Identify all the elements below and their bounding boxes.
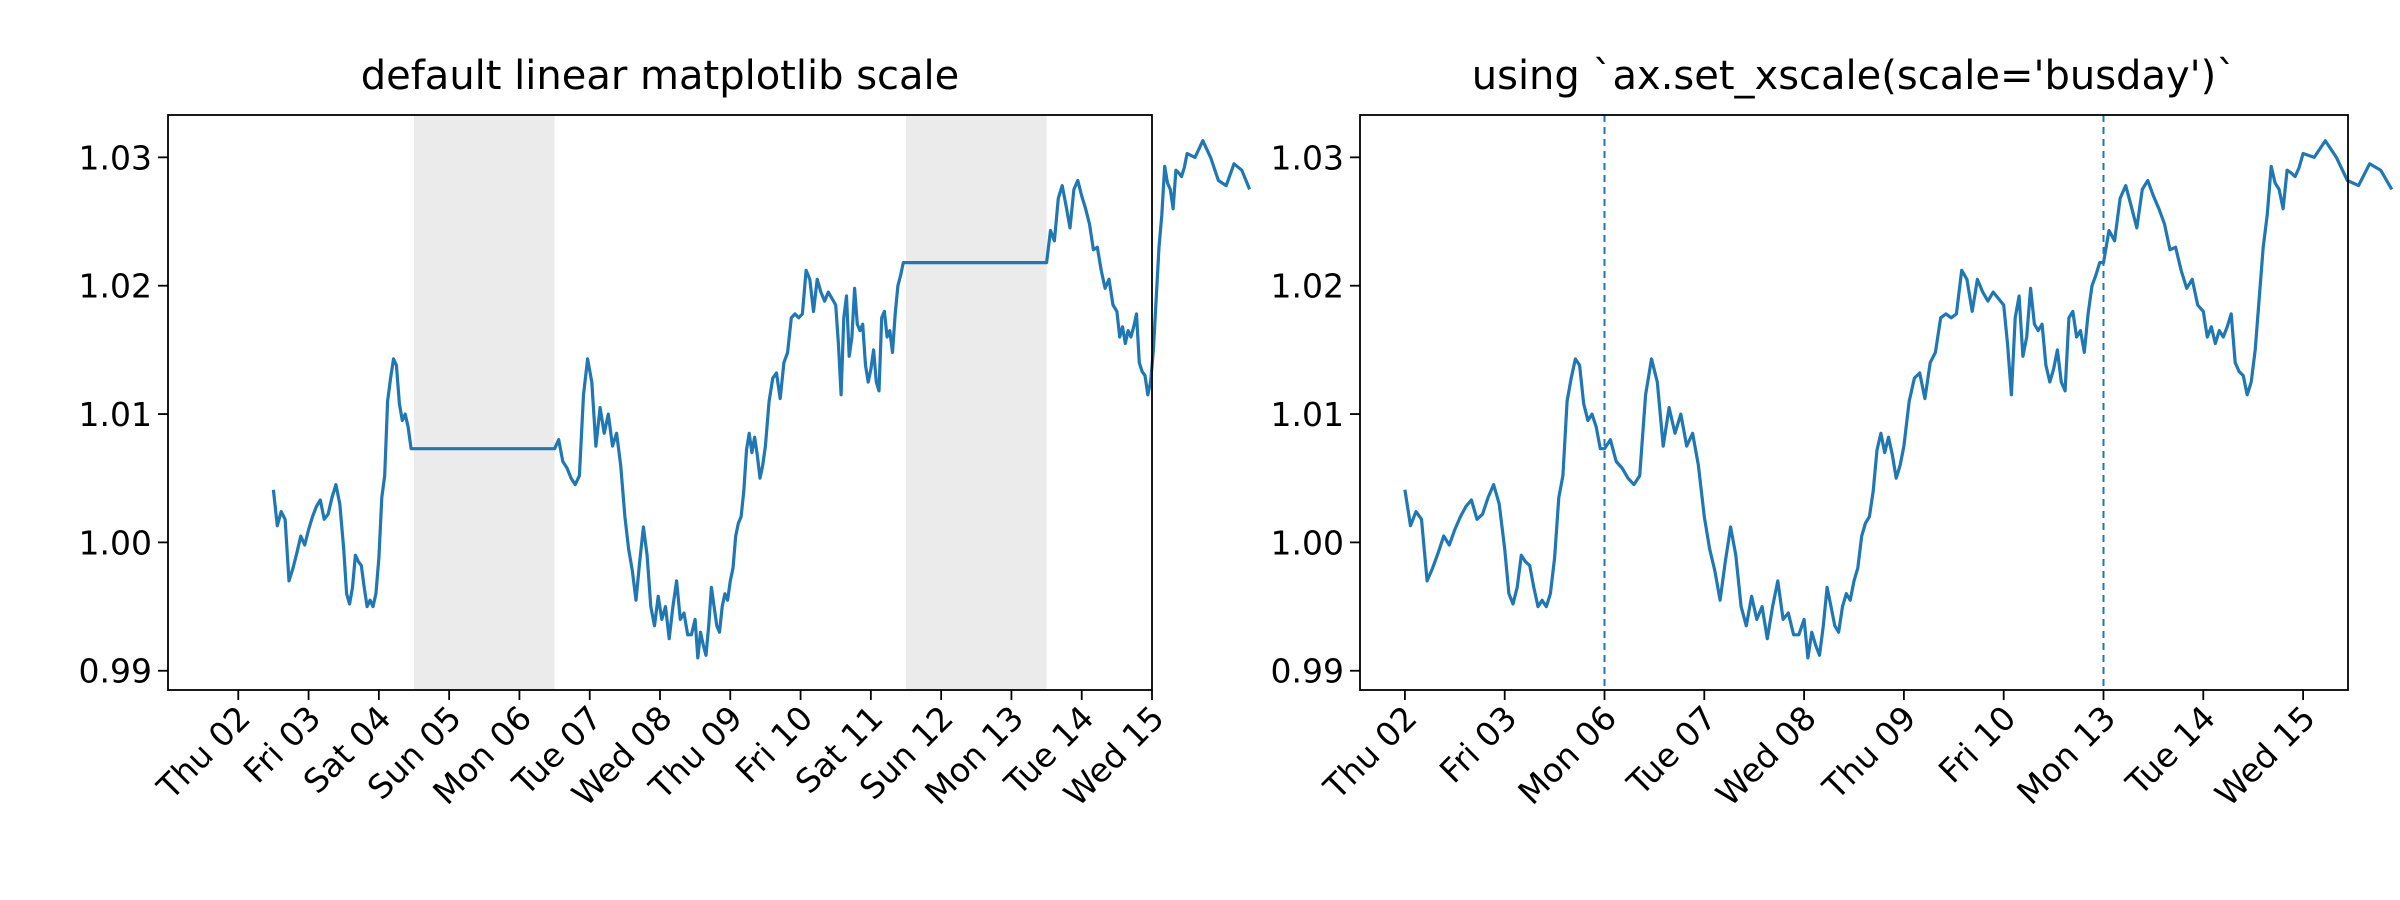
- y-tick-label-4: 1.03: [1271, 138, 1344, 177]
- x-tick-label-3: Tue 07: [1619, 698, 1724, 803]
- y-tick-label-3: 1.02: [79, 267, 152, 306]
- x-tick-label-1: Fri 03: [1432, 698, 1524, 790]
- axes-frame: [1359, 114, 2349, 691]
- weekend-shade-0: [414, 115, 555, 690]
- series-line: [271, 139, 1252, 660]
- y-tick-label-1: 1.00: [1271, 523, 1344, 562]
- y-tick-label-0: 0.99: [79, 652, 152, 691]
- series-line: [1403, 139, 2394, 660]
- x-tick-label-9: Wed 15: [2207, 698, 2323, 814]
- weekend-shade-1: [906, 115, 1047, 690]
- y-tick-label-2: 1.01: [1271, 395, 1344, 434]
- y-tick-label-4: 1.03: [79, 138, 152, 177]
- y-tick-label-1: 1.00: [79, 523, 152, 562]
- chart-title: using `ax.set_xscale(scale='busday')`: [1472, 53, 2236, 99]
- x-tick-label-8: Tue 14: [2118, 698, 2223, 803]
- y-tick-label-0: 0.99: [1271, 652, 1344, 691]
- x-tick-label-7: Mon 13: [2009, 698, 2123, 812]
- y-tick-label-3: 1.02: [1271, 267, 1344, 306]
- x-tick-label-6: Fri 10: [1931, 698, 2023, 790]
- x-tick-label-0: Thu 02: [149, 698, 258, 807]
- x-tick-label-4: Wed 08: [1708, 698, 1824, 814]
- chart-title: default linear matplotlib scale: [361, 53, 960, 99]
- x-tick-label-0: Thu 02: [1315, 698, 1424, 807]
- y-tick-label-2: 1.01: [79, 395, 152, 434]
- x-tick-label-5: Thu 09: [1814, 698, 1923, 807]
- x-tick-label-2: Mon 06: [1510, 698, 1624, 812]
